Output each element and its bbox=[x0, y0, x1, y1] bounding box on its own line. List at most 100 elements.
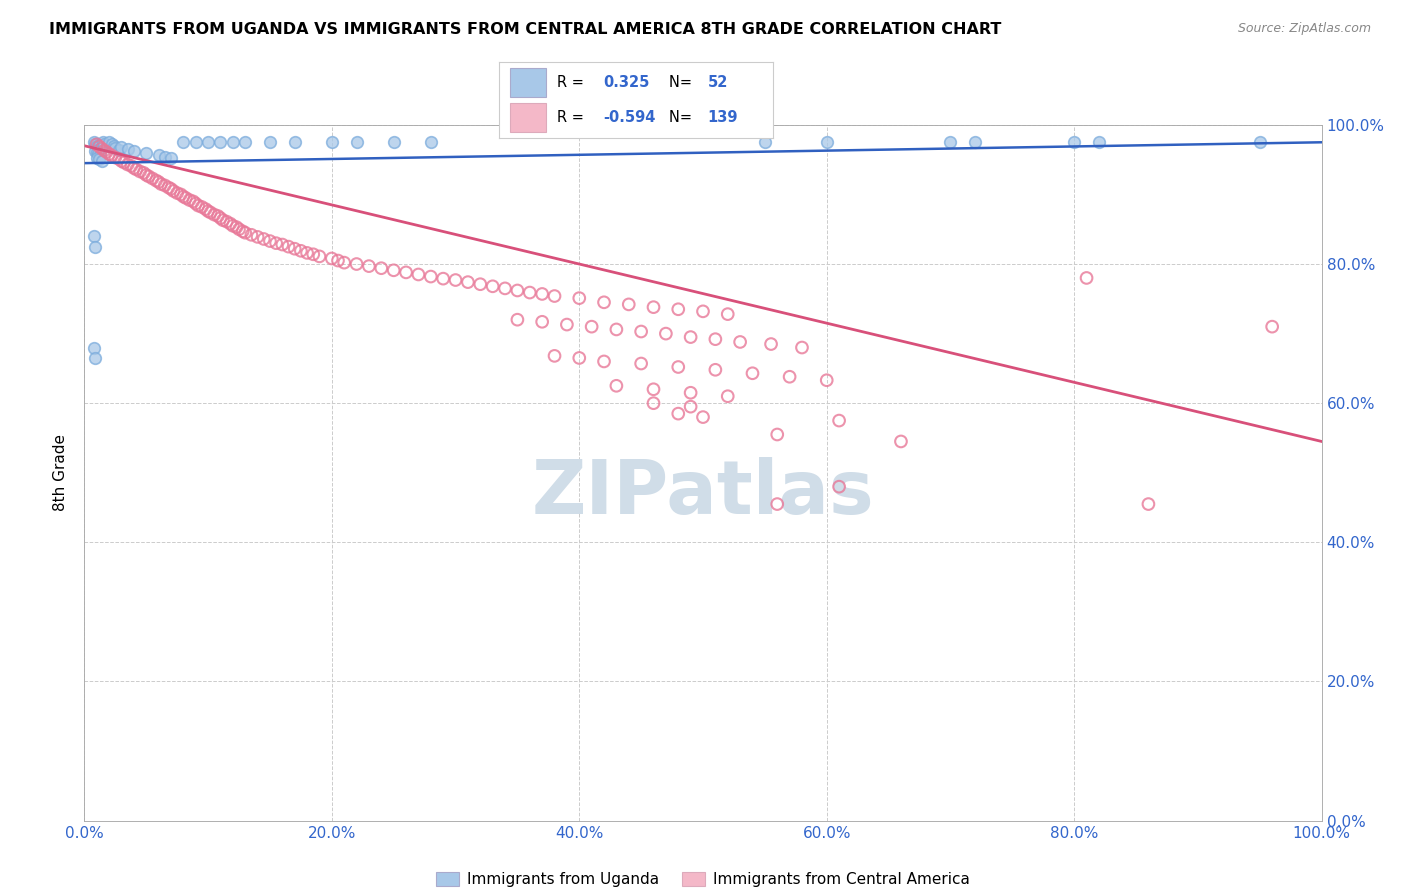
Point bbox=[104, 141, 127, 155]
Point bbox=[166, 186, 188, 200]
Text: IMMIGRANTS FROM UGANDA VS IMMIGRANTS FROM CENTRAL AMERICA 8TH GRADE CORRELATION : IMMIGRANTS FROM UGANDA VS IMMIGRANTS FRO… bbox=[49, 22, 1001, 37]
Point bbox=[135, 168, 157, 182]
Point bbox=[890, 434, 912, 449]
Point bbox=[148, 175, 170, 189]
Point bbox=[470, 277, 492, 292]
Point bbox=[346, 257, 368, 271]
Point bbox=[84, 240, 107, 254]
Point bbox=[779, 369, 801, 384]
Point bbox=[253, 232, 276, 246]
Point bbox=[233, 226, 256, 240]
Point bbox=[302, 247, 325, 261]
Point bbox=[145, 173, 167, 187]
Point bbox=[153, 150, 176, 164]
Point bbox=[630, 325, 652, 339]
Point bbox=[1076, 271, 1098, 285]
Point bbox=[98, 135, 121, 149]
Point bbox=[87, 140, 110, 154]
Point bbox=[1088, 135, 1111, 149]
Point bbox=[141, 171, 163, 186]
Point bbox=[284, 242, 307, 256]
Point bbox=[98, 147, 121, 161]
Point bbox=[543, 289, 565, 303]
Point bbox=[110, 154, 132, 169]
Point bbox=[264, 236, 287, 251]
Point bbox=[1249, 135, 1271, 149]
Point bbox=[655, 326, 678, 341]
Bar bbox=[510, 68, 546, 96]
Point bbox=[666, 407, 689, 421]
Point bbox=[117, 157, 139, 171]
Point bbox=[84, 351, 107, 365]
Point bbox=[187, 198, 209, 212]
Point bbox=[209, 211, 232, 226]
Point bbox=[87, 147, 110, 161]
Point bbox=[395, 265, 418, 279]
Text: -0.594: -0.594 bbox=[603, 111, 655, 125]
Point bbox=[228, 222, 250, 236]
Point bbox=[666, 359, 689, 374]
Point bbox=[148, 148, 170, 162]
Point bbox=[457, 275, 479, 289]
Point bbox=[605, 322, 627, 336]
Point bbox=[89, 139, 111, 153]
Point bbox=[321, 135, 343, 149]
Point bbox=[630, 357, 652, 371]
Bar bbox=[510, 103, 546, 132]
Text: R =: R = bbox=[557, 111, 588, 125]
Text: 139: 139 bbox=[707, 111, 738, 125]
Point bbox=[197, 135, 219, 149]
Text: 52: 52 bbox=[707, 75, 728, 90]
Point bbox=[86, 151, 108, 165]
Point bbox=[581, 319, 603, 334]
Point bbox=[828, 480, 851, 494]
Point bbox=[295, 246, 318, 260]
Point bbox=[357, 259, 380, 273]
Point bbox=[828, 414, 851, 428]
Point bbox=[1137, 497, 1160, 511]
Point bbox=[96, 145, 118, 159]
Point bbox=[100, 137, 122, 152]
Point bbox=[408, 268, 430, 282]
Point bbox=[939, 135, 962, 149]
Point bbox=[181, 194, 204, 209]
Point bbox=[125, 162, 148, 177]
Point bbox=[104, 151, 127, 165]
Point bbox=[965, 135, 987, 149]
Point bbox=[1063, 135, 1085, 149]
Point bbox=[179, 193, 201, 207]
Point bbox=[93, 137, 115, 152]
Point bbox=[209, 135, 232, 149]
Point bbox=[207, 209, 229, 223]
Point bbox=[728, 334, 751, 349]
Point bbox=[506, 312, 529, 326]
Point bbox=[89, 152, 111, 166]
Text: N=: N= bbox=[669, 111, 697, 125]
Point bbox=[290, 244, 312, 258]
Point bbox=[766, 427, 789, 442]
Point bbox=[86, 145, 108, 159]
Point bbox=[617, 297, 640, 311]
Point bbox=[643, 382, 665, 396]
Point bbox=[679, 330, 702, 344]
Point bbox=[112, 155, 135, 169]
Point bbox=[815, 135, 838, 149]
Y-axis label: 8th Grade: 8th Grade bbox=[53, 434, 69, 511]
Text: 0.325: 0.325 bbox=[603, 75, 650, 90]
Point bbox=[200, 205, 222, 219]
Point bbox=[593, 295, 616, 310]
Point bbox=[759, 337, 782, 351]
Point bbox=[219, 217, 242, 231]
Point bbox=[202, 208, 225, 222]
Point bbox=[160, 182, 183, 196]
Point bbox=[259, 135, 281, 149]
Point bbox=[100, 148, 122, 162]
Point bbox=[754, 135, 776, 149]
Point bbox=[605, 378, 627, 392]
Point bbox=[135, 145, 157, 160]
Point bbox=[83, 341, 105, 355]
Point bbox=[86, 138, 108, 153]
Point bbox=[692, 304, 714, 318]
Point bbox=[444, 273, 467, 287]
Point bbox=[643, 300, 665, 314]
